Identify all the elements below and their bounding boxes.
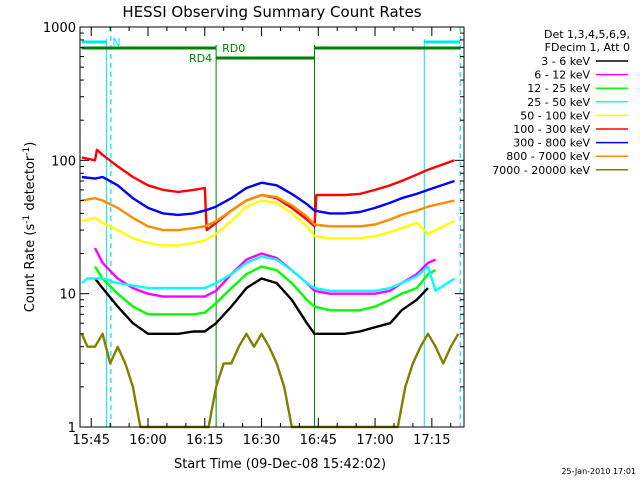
legend-label: 6 - 12 keV [534,69,590,82]
y-axis-label-superscript: -1 [22,147,32,156]
y-axis-label-part: Count Rate (s [23,224,38,313]
chart-title: HESSI Observing Summary Count Rates [122,3,421,21]
series-line-5 [81,148,455,232]
y-tick-label: 100 [51,154,76,169]
series-line-8 [80,332,460,429]
x-axis-ticks: 15:45 16:00 16:15 16:30 16:45 17:00 17:15 [73,27,452,448]
legend-label: 50 - 100 keV [520,109,590,122]
x-tick-label: 16:00 [129,433,166,448]
legend-label: 7000 - 20000 keV [492,164,590,177]
y-axis-label-superscript: -1 [22,215,32,224]
legend-label: 25 - 50 keV [527,96,590,109]
legend-label: 3 - 6 keV [541,55,590,68]
series-lines [80,148,460,429]
x-tick-label: 17:15 [413,433,450,448]
legend-label: 12 - 25 keV [527,82,590,95]
y-tick-label: 10 [59,288,76,303]
plot-frame [79,26,465,428]
legend-label: 800 - 7000 keV [506,150,590,163]
annotation-bars: N RD0 RD4 [81,27,461,427]
footer-timestamp: 25-Jan-2010 17:01 [561,467,636,476]
x-axis-label: Start Time (09-Dec-08 15:42:02) [174,457,386,472]
x-tick-label: 15:45 [73,433,110,448]
series-line-7 [81,193,455,232]
annotation-rd0-label: RD0 [222,42,245,55]
y-tick-label: 1000 [43,21,76,36]
x-tick-label: 17:00 [356,433,393,448]
y-tick-label: 1 [68,421,76,436]
series-line-1 [93,247,437,298]
series-line-4 [81,199,456,247]
legend-label: 300 - 800 keV [513,137,590,150]
y-axis-ticks: 1 10 100 1000 [43,21,464,436]
x-tick-label: 16:45 [300,433,337,448]
x-tick-label: 16:30 [243,433,280,448]
series-line-6 [81,175,455,217]
series-line-2 [93,265,437,316]
y-axis-label: Count Rate (s-1 detector-1) [22,142,38,313]
annotation-rd4-label: RD4 [189,52,212,65]
annotation-n-label: N [112,36,120,49]
series-line-0 [94,277,429,335]
y-axis-label-part: detector [23,155,38,215]
y-axis-label-part: ) [23,142,38,147]
legend-header-line: FDecim 1, Att 0 [545,41,630,54]
series-line-3 [81,255,456,292]
x-tick-label: 16:15 [186,433,223,448]
legend-header-line: Det 1,3,4,5,6,9, [544,28,630,41]
legend: Det 1,3,4,5,6,9, FDecim 1, Att 0 3 - 6 k… [492,28,630,177]
legend-label: 100 - 300 keV [513,123,590,136]
